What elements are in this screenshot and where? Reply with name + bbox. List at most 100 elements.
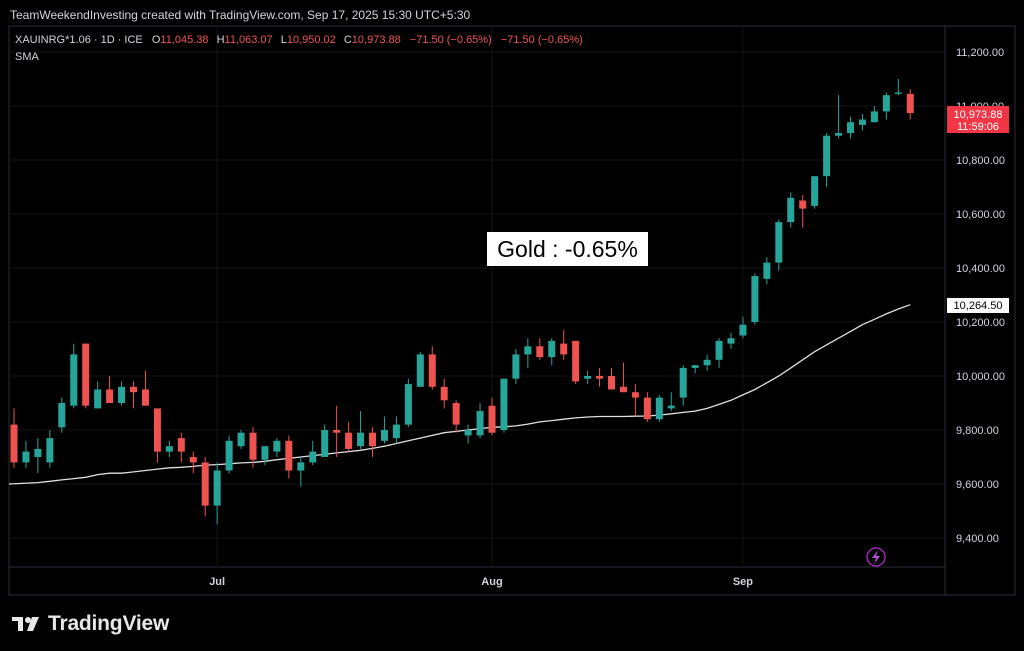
candle bbox=[34, 438, 42, 474]
candle bbox=[249, 427, 257, 468]
candle-body bbox=[703, 359, 711, 366]
chart-frame bbox=[8, 25, 1016, 596]
candle bbox=[213, 462, 221, 525]
time-axis[interactable]: Jul Aug Sep bbox=[209, 576, 753, 588]
candle-body bbox=[608, 376, 615, 390]
lightning-icon[interactable] bbox=[866, 547, 886, 567]
tradingview-logo-icon bbox=[12, 617, 39, 631]
candle bbox=[261, 446, 269, 466]
candle bbox=[560, 330, 568, 360]
candle bbox=[106, 376, 114, 403]
last-price-badge: 10,973.88 11:59:06 bbox=[947, 106, 1009, 133]
candle-body bbox=[906, 93, 914, 114]
y-tick-label: 9,600.00 bbox=[956, 479, 999, 491]
candle bbox=[225, 435, 233, 474]
candle bbox=[882, 92, 890, 120]
candle-body bbox=[189, 457, 197, 463]
candle bbox=[452, 400, 460, 433]
candle bbox=[524, 338, 532, 368]
candle-body bbox=[10, 424, 18, 463]
candle-body bbox=[894, 92, 902, 94]
sma-value-badge: 10,264.50 bbox=[947, 298, 1009, 313]
candle bbox=[165, 440, 173, 457]
grid bbox=[9, 26, 945, 567]
candle bbox=[58, 397, 66, 433]
close-label: C bbox=[344, 34, 352, 46]
candle-body bbox=[309, 451, 317, 463]
candle bbox=[404, 378, 412, 428]
candle-body bbox=[524, 346, 532, 355]
candle-body bbox=[763, 262, 771, 279]
candle bbox=[428, 346, 436, 390]
candle bbox=[787, 192, 795, 228]
candle-body bbox=[727, 338, 735, 344]
tradingview-logo[interactable]: TradingView bbox=[12, 612, 169, 636]
candle-body bbox=[237, 432, 245, 447]
high-label: H bbox=[217, 34, 225, 46]
open-value: 11,045.38 bbox=[160, 34, 208, 46]
candle bbox=[488, 397, 496, 436]
candle-body bbox=[572, 340, 580, 382]
candle bbox=[357, 411, 365, 449]
candle bbox=[273, 438, 281, 457]
candle bbox=[177, 432, 185, 463]
candle-body bbox=[46, 438, 54, 463]
candle bbox=[440, 378, 448, 409]
candle-body bbox=[165, 446, 173, 452]
candle bbox=[619, 362, 627, 393]
candle-body bbox=[536, 346, 544, 358]
symbol-label: XAUINRG*1.06 · 1D · ICE O11,045.38 H11,0… bbox=[15, 34, 583, 46]
open-label: O bbox=[152, 34, 161, 46]
candle bbox=[608, 367, 615, 390]
chart-credit: TeamWeekendInvesting created with Tradin… bbox=[10, 8, 471, 22]
candle-body bbox=[297, 462, 305, 471]
candle-body bbox=[858, 119, 866, 125]
candle-body bbox=[715, 340, 723, 360]
y-tick-label: 10,000.00 bbox=[956, 371, 1005, 383]
candle bbox=[847, 116, 854, 139]
candle-body bbox=[141, 389, 149, 406]
candle bbox=[237, 430, 245, 449]
candle bbox=[285, 435, 293, 479]
candle bbox=[369, 427, 376, 457]
low-label: L bbox=[281, 34, 287, 46]
candle bbox=[46, 430, 54, 468]
candle bbox=[715, 338, 723, 368]
annotation-text: Gold : -0.65% bbox=[497, 236, 638, 262]
change-value-2: −71.50 (−0.65%) bbox=[501, 34, 583, 46]
candle-body bbox=[799, 200, 807, 209]
candle-body bbox=[345, 432, 353, 449]
candle bbox=[763, 257, 771, 285]
x-tick-label: Jul bbox=[209, 576, 225, 588]
candle bbox=[584, 370, 592, 385]
candle bbox=[679, 365, 687, 406]
candle-body bbox=[691, 365, 699, 368]
candle bbox=[189, 451, 197, 474]
candle bbox=[70, 343, 78, 409]
candle-body bbox=[823, 135, 831, 177]
candle-body bbox=[548, 340, 556, 358]
y-tick-label: 10,800.00 bbox=[956, 155, 1005, 167]
candle bbox=[596, 367, 604, 387]
candle-body bbox=[82, 343, 90, 406]
symbol-text: XAUINRG*1.06 · 1D · ICE bbox=[15, 34, 143, 46]
candle bbox=[799, 195, 807, 228]
candle-body bbox=[201, 462, 209, 506]
candle bbox=[22, 440, 30, 468]
candle-body bbox=[775, 222, 783, 263]
y-tick-label: 10,200.00 bbox=[956, 317, 1005, 329]
candle bbox=[536, 338, 544, 360]
candle-body bbox=[751, 276, 759, 322]
candle-body bbox=[333, 430, 341, 433]
candle bbox=[691, 365, 699, 374]
candle-body bbox=[452, 403, 460, 425]
candle-body bbox=[225, 440, 233, 471]
candle bbox=[333, 405, 341, 457]
candle bbox=[297, 457, 305, 487]
candle-body bbox=[34, 448, 42, 457]
indicator-sma-label[interactable]: SMA bbox=[15, 51, 40, 63]
candle-body bbox=[261, 446, 269, 460]
last-price-badge-bg bbox=[947, 106, 1009, 133]
candle bbox=[130, 381, 137, 409]
